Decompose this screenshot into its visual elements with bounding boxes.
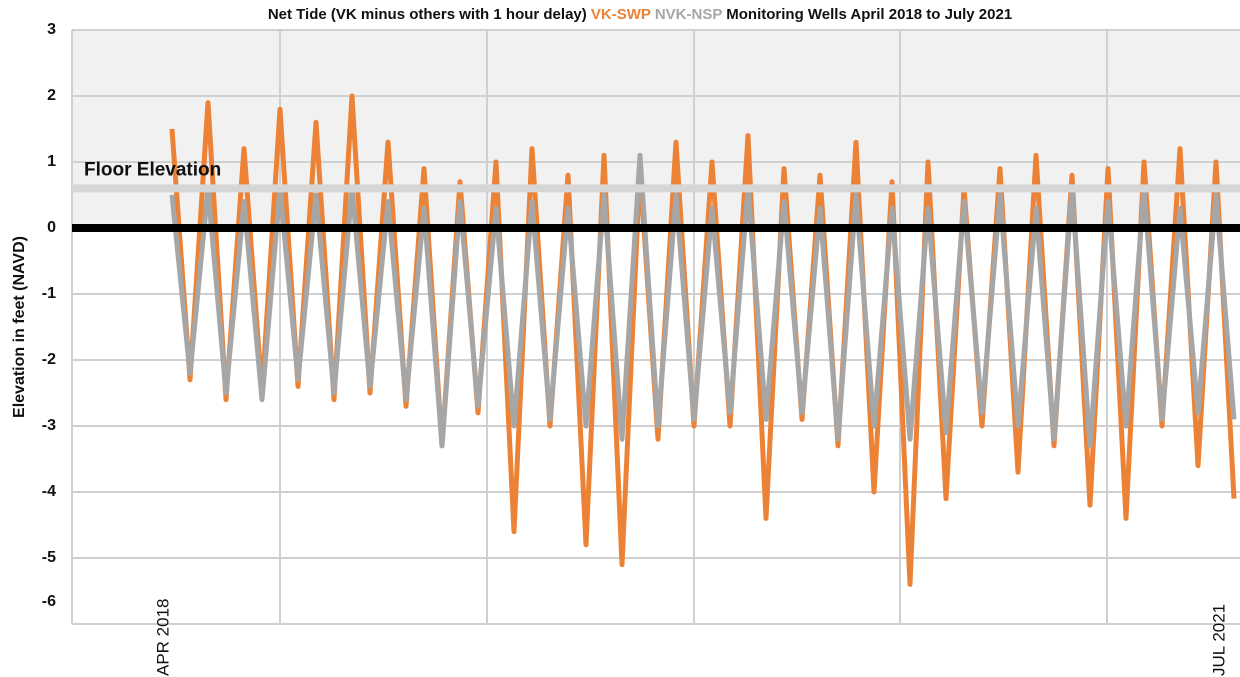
y-tick-label: -3 [42, 417, 56, 434]
title-series: VK-SWP [591, 6, 651, 23]
y-tick-label: -5 [42, 549, 56, 566]
y-axis-label: Elevation in feet (NAVD) [11, 236, 28, 418]
y-tick-label: 1 [47, 153, 56, 170]
series-line [169, 152, 1237, 449]
title-part: Monitoring Wells April 2018 to July 2021 [726, 6, 1012, 23]
y-tick-label: 3 [47, 21, 56, 38]
x-tick-label: JUL 2021 [1209, 604, 1228, 676]
upper-shade [72, 30, 1240, 228]
title-part: Net Tide (VK minus others with 1 hour de… [268, 6, 587, 23]
y-tick-label: -1 [42, 285, 56, 302]
y-tick-label: 0 [47, 219, 56, 236]
y-tick-label: -2 [42, 351, 56, 368]
x-tick-label: APR 2018 [153, 599, 172, 677]
y-tick-label: -4 [42, 483, 56, 500]
y-tick-label: -6 [42, 593, 56, 610]
title-series: NVK-NSP [655, 6, 723, 23]
chart-title: Net Tide (VK minus others with 1 hour de… [268, 6, 1012, 23]
y-tick-label: 2 [47, 87, 56, 104]
floor-elevation-label: Floor Elevation [84, 159, 221, 180]
